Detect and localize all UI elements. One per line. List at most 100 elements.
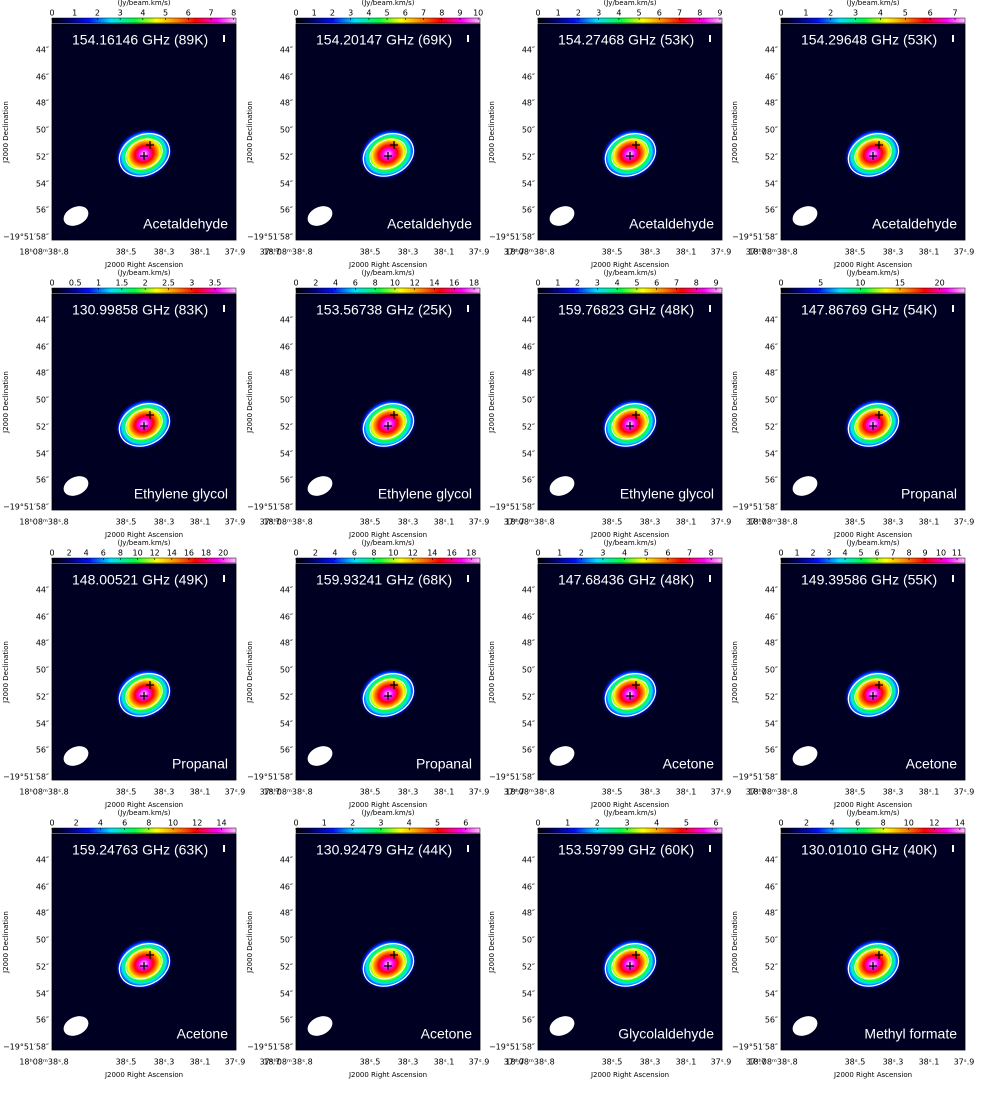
colorbar [295, 827, 481, 834]
ra-tick-label: 38ˢ.1 [190, 518, 211, 527]
ra-tick-label: 38ˢ.3 [154, 1058, 175, 1067]
dec-tick-label: 54″ [280, 990, 293, 999]
dec-tick-label: 44″ [36, 46, 49, 55]
colorbar-tick-label: 0 [778, 279, 783, 288]
colorbar-tick-label: 1 [556, 9, 561, 18]
colorbar-label: (Jy/beam.km/s) [847, 269, 900, 277]
colorbar [537, 827, 723, 834]
beam [792, 746, 818, 766]
colorbar-tick-label: 5 [385, 9, 390, 18]
colorbar-tick-label: 0 [49, 279, 54, 288]
dec-tick-label: 56″ [280, 476, 293, 485]
source-cross [146, 951, 154, 959]
colorbar-tick-label: 0 [293, 279, 298, 288]
ra-tick-label: 18ʰ08ᵐ38ˢ.8 [19, 248, 68, 257]
contour [125, 138, 163, 170]
ra-tick-label: 38ˢ.5 [360, 788, 381, 797]
colorbar-tick-label: 4 [332, 549, 337, 558]
dec-tick-label: 52″ [280, 153, 293, 162]
colorbar-tick-label: 16 [449, 279, 459, 288]
ra-tick-label: 38ˢ.1 [190, 1058, 211, 1067]
colorbar-tick-label: 1 [322, 819, 327, 828]
colorbar-tick-label: 6 [101, 549, 106, 558]
source-cross [875, 141, 883, 149]
dec-tick-label: 46″ [522, 343, 535, 352]
source-cross [390, 681, 398, 689]
dec-tick-label: 56″ [36, 476, 49, 485]
colorbar-tick-label: 0 [293, 819, 298, 828]
ra-tick-label: 18ʰ08ᵐ38ˢ.8 [263, 788, 312, 797]
contour [847, 133, 900, 177]
dec-tick-label: 52″ [280, 693, 293, 702]
ra-tick-label: 37ˢ.9 [711, 518, 732, 527]
source-cross [626, 962, 634, 970]
dec-tick-label: −19°51′58″ [489, 233, 535, 242]
dec-tick-label: −19°51′58″ [247, 503, 293, 512]
ra-tick-label: 38ˢ.1 [434, 788, 455, 797]
ra-tick-label: 38ˢ.3 [640, 788, 661, 797]
dec-tick-label: 46″ [765, 73, 778, 82]
marker [467, 35, 469, 42]
dec-tick-label: 54″ [765, 450, 778, 459]
ra-tick-label: 37ˢ.7 [746, 248, 767, 257]
colorbar-tick-label: 5 [684, 819, 689, 828]
x-axis-label: J2000 Right Ascension [104, 261, 183, 269]
dec-tick-label: 56″ [280, 746, 293, 755]
dec-tick-label: 56″ [765, 476, 778, 485]
dec-tick-label: 52″ [765, 423, 778, 432]
ra-tick-label: 38ˢ.5 [602, 1058, 623, 1067]
molecule-label: Propanal [172, 756, 228, 772]
colorbar-tick-label: 2 [67, 549, 72, 558]
colorbar-tick-label: 14 [167, 549, 177, 558]
source-cross [632, 951, 640, 959]
dec-tick-label: 56″ [280, 1016, 293, 1025]
dec-tick-label: 50″ [522, 936, 535, 945]
colorbar [537, 17, 723, 24]
colorbar-tick-label: 10 [904, 819, 914, 828]
colorbar-tick-label: 20 [935, 279, 945, 288]
ra-tick-label: 38ˢ.3 [398, 1058, 419, 1067]
ra-tick-label: 38ˢ.1 [919, 248, 940, 257]
dec-tick-label: 52″ [36, 423, 49, 432]
ra-tick-label: 37ˢ.7 [260, 788, 281, 797]
y-axis-label: J2000 Declination [488, 911, 496, 974]
source-cross [140, 152, 148, 160]
marker [952, 575, 954, 582]
colorbar-tick-label: 4 [654, 819, 659, 828]
frequency-label: 130.01010 GHz (40K) [801, 842, 937, 858]
colorbar-tick-label: 5 [644, 549, 649, 558]
ra-tick-label: 38ˢ.1 [919, 518, 940, 527]
ra-tick-label: 37ˢ.9 [225, 788, 246, 797]
molecule-label: Ethylene glycol [134, 486, 228, 502]
colorbar-tick-label: 10 [473, 9, 483, 18]
source-cross [140, 692, 148, 700]
dec-tick-label: 52″ [522, 153, 535, 162]
ra-tick-label: 38ˢ.3 [640, 518, 661, 527]
marker [952, 845, 954, 852]
dec-tick-label: 54″ [765, 720, 778, 729]
molecule-label: Ethylene glycol [620, 486, 714, 502]
dec-tick-label: 50″ [522, 396, 535, 405]
colorbar [537, 287, 723, 294]
colorbar-tick-label: 9 [717, 9, 722, 18]
molecule-label: Acetaldehyde [872, 216, 957, 232]
contour [854, 138, 892, 170]
ra-tick-label: 37ˢ.9 [469, 1058, 490, 1067]
ra-tick-label: 18ʰ08ᵐ38ˢ.8 [748, 248, 797, 257]
dec-tick-label: −19°51′58″ [247, 233, 293, 242]
colorbar-label: (Jy/beam.km/s) [118, 539, 171, 547]
colorbar-tick-label: 4 [878, 9, 883, 18]
colorbar-tick-label: 4 [140, 9, 145, 18]
dec-tick-label: 50″ [280, 126, 293, 135]
ra-tick-label: 37ˢ.9 [469, 248, 490, 257]
colorbar [295, 557, 481, 564]
colorbar-tick-label: 5 [637, 9, 642, 18]
marker [709, 35, 711, 42]
beam [307, 746, 333, 766]
colorbar-tick-label: 4 [98, 819, 103, 828]
colorbar-tick-label: 0 [49, 819, 54, 828]
dec-tick-label: 50″ [765, 396, 778, 405]
contour [369, 138, 407, 170]
x-axis-label: J2000 Right Ascension [590, 1071, 669, 1079]
colorbar-tick-label: 9 [714, 279, 719, 288]
